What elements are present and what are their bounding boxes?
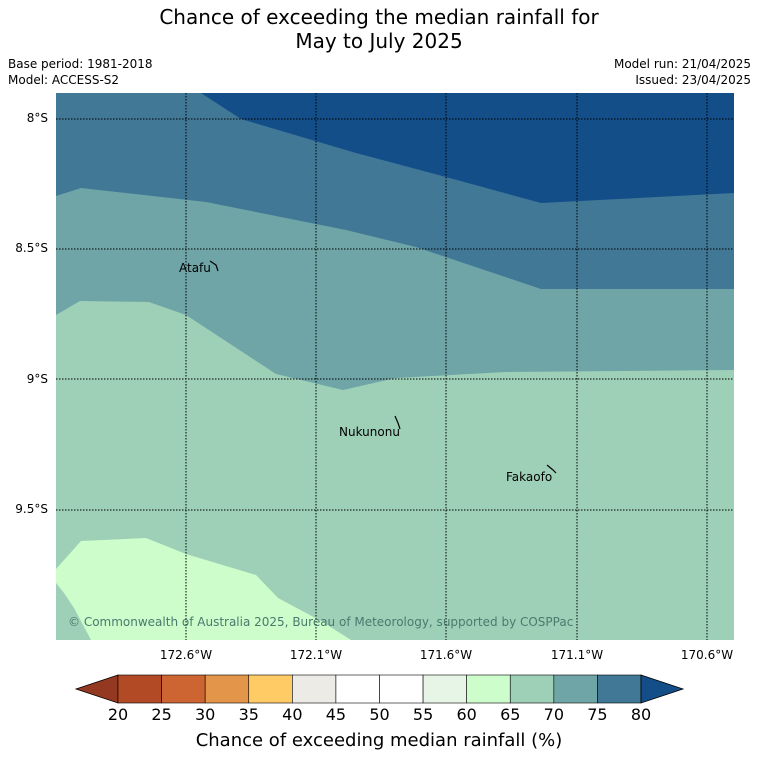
lon-label-171-6w: 171.6°W: [419, 648, 473, 662]
colorbar-cell: [509, 674, 555, 704]
issued-text: Issued: 23/04/2025: [635, 73, 751, 87]
lon-label-171-1w: 171.1°W: [550, 648, 604, 662]
colorbar-cell: [204, 674, 250, 704]
colorbar-cell: [335, 674, 380, 704]
graticule: [56, 93, 734, 640]
colorbar-cell: [597, 674, 642, 704]
map-title-line2: May to July 2025: [295, 29, 463, 53]
base-period-text: Base period: 1981-2018: [8, 57, 153, 71]
place-label-fakaofo: Fakaofo: [506, 470, 553, 484]
colorbar-label: Chance of exceeding median rainfall (%): [195, 730, 563, 751]
colorbar-tick-label: 50: [369, 705, 390, 724]
colorbar-cell: [248, 674, 293, 704]
band-over-80: [201, 93, 734, 203]
colorbar-tick-label: 75: [587, 705, 608, 724]
colorbar-tick-label: 20: [107, 705, 129, 724]
band-corner: [56, 583, 91, 640]
colorbar-tick-label: 60: [456, 705, 477, 724]
colorbar-tick-label: 35: [238, 705, 259, 724]
colorbar-under-arrow: [74, 674, 119, 704]
colorbar-tick-label: 40: [282, 705, 303, 724]
map-panel: [56, 93, 734, 640]
lon-label-172-6w: 172.6°W: [159, 648, 213, 662]
colorbar-cell: [379, 674, 424, 704]
colorbar-cell: [466, 674, 511, 704]
atafu-outline: [209, 260, 219, 272]
place-label-nukunonu: Nukunonu: [339, 425, 400, 439]
colorbar-cells: [74, 674, 685, 704]
colorbar-tick-label: 55: [412, 705, 434, 724]
lat-label-9-5s: 9.5°S: [15, 502, 48, 516]
colorbar-cell: [292, 674, 337, 704]
colorbar-tick-label: 45: [325, 705, 347, 724]
rainfall-map: [56, 93, 734, 640]
colorbar: [74, 674, 685, 704]
place-label-atafu: Atafu: [179, 261, 211, 275]
colorbar-over-arrow: [640, 674, 685, 704]
copyright-text: © Commonwealth of Australia 2025, Bureau…: [68, 615, 574, 629]
lat-label-8s: 8°S: [26, 111, 48, 125]
model-text: Model: ACCESS-S2: [8, 73, 120, 87]
lat-label-8-5s: 8.5°S: [15, 241, 48, 255]
colorbar-cell: [422, 674, 467, 704]
model-run-text: Model run: 21/04/2025: [613, 57, 751, 71]
colorbar-cell: [553, 674, 598, 704]
colorbar-cell: [161, 674, 206, 704]
lat-label-9s: 9°S: [26, 372, 48, 386]
colorbar-cell: [117, 674, 162, 704]
colorbar-tick-label: 30: [194, 705, 216, 724]
colorbar-tick-label: 65: [500, 705, 521, 724]
fakaofo-outline: [546, 464, 557, 474]
nukunonu-outline: [394, 415, 401, 430]
colorbar-tick-label: 80: [630, 705, 652, 724]
map-title-line1: Chance of exceeding the median rainfall …: [159, 5, 599, 29]
band-60-65: [56, 538, 351, 640]
lon-label-172-1w: 172.1°W: [289, 648, 343, 662]
colorbar-tick-label: 70: [543, 705, 565, 724]
lon-label-170-6w: 170.6°W: [680, 648, 734, 662]
colorbar-tick-label: 25: [151, 705, 172, 724]
